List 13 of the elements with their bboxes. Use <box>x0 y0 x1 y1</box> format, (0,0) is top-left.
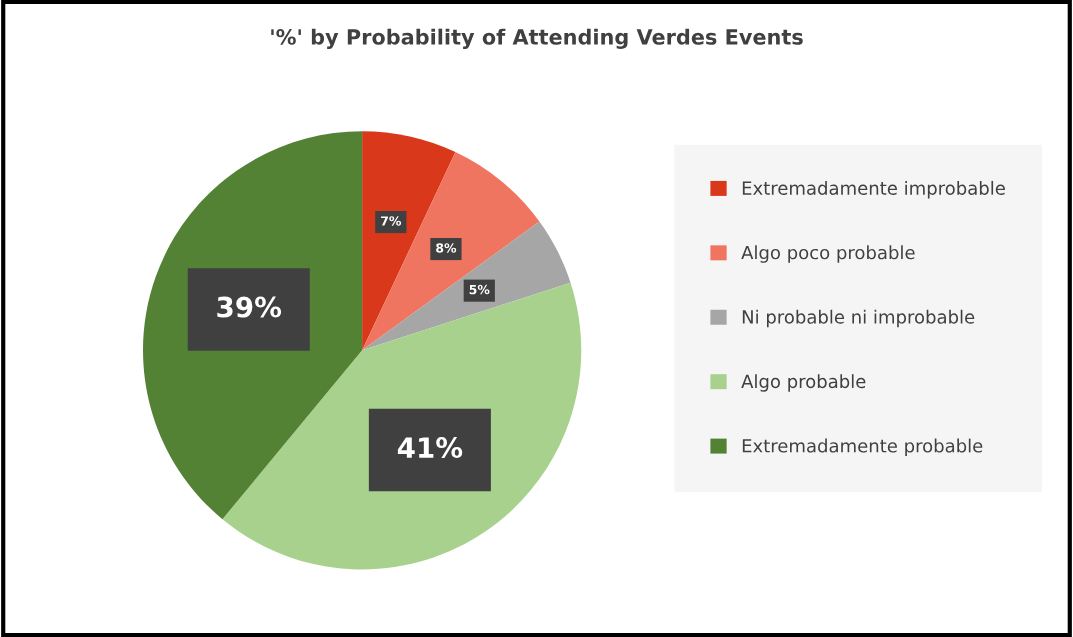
pie-slice <box>362 152 540 351</box>
data-label: 41% <box>397 437 463 459</box>
chart-title: '%' by Probability of Attending Verdes Events <box>271 28 803 49</box>
legend-label: Extremadamente improbable <box>742 180 1005 199</box>
data-label: 8% <box>436 243 457 253</box>
legend-label: Algo probable <box>741 374 866 392</box>
pie-slice <box>362 131 456 351</box>
data-label: 5% <box>469 284 490 295</box>
data-label: 7% <box>381 216 402 226</box>
legend-label: Ni probable ni improbable <box>742 309 975 328</box>
data-label: 39% <box>217 296 282 318</box>
legend-label: Extremadamente probable <box>742 438 983 457</box>
legend-label: Algo poco probable <box>741 245 915 263</box>
